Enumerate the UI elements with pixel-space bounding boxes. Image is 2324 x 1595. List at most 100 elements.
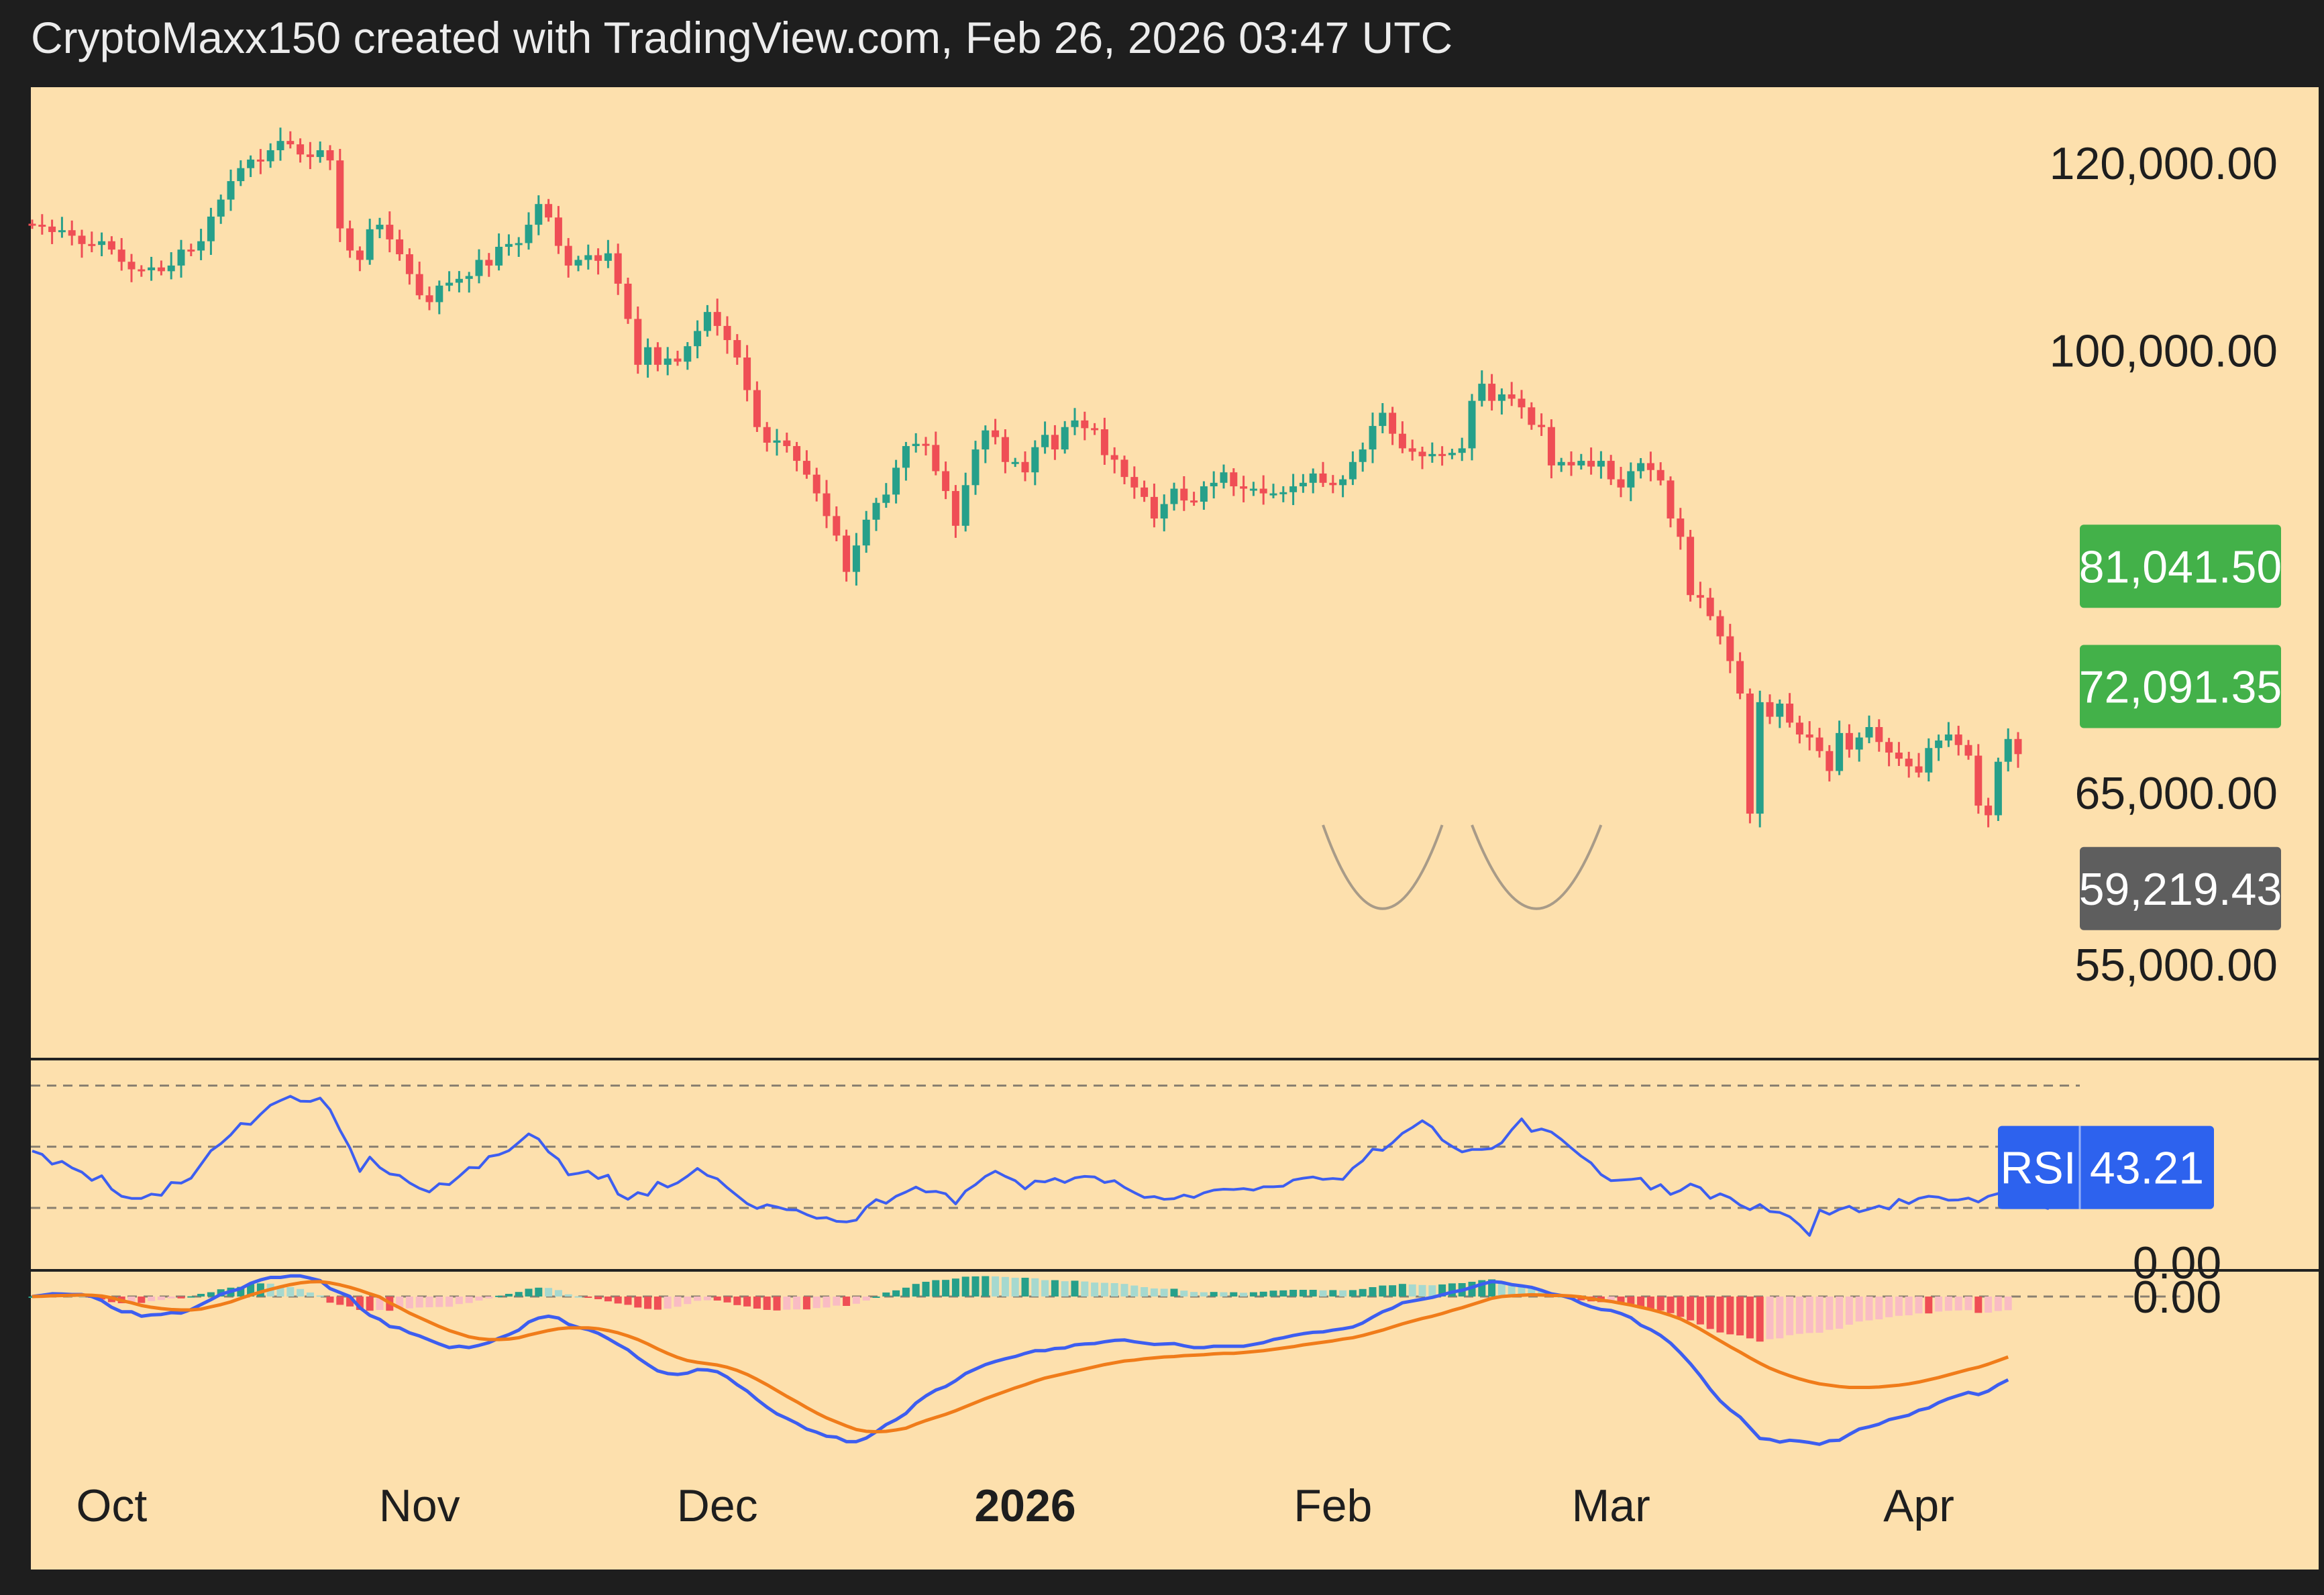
macd-histogram-bar <box>1299 1290 1307 1297</box>
candle-body <box>793 446 801 461</box>
macd-histogram-bar <box>138 1297 146 1303</box>
macd-histogram-bar <box>445 1297 454 1307</box>
pattern-arc <box>1471 824 1603 910</box>
candle-body <box>1726 636 1734 661</box>
candle-body <box>68 230 76 236</box>
candle-body <box>1696 595 1704 598</box>
macd-histogram-bar <box>127 1297 136 1302</box>
macd-histogram-bar <box>1637 1297 1645 1307</box>
candle-body <box>78 235 86 244</box>
candle-body <box>1011 461 1019 464</box>
candle-body <box>684 346 692 362</box>
candle-body <box>1687 537 1695 596</box>
macd-histogram-bar <box>1071 1280 1079 1297</box>
macd-histogram-bar <box>982 1276 990 1297</box>
macd-pane[interactable]: 0.00 <box>28 1272 2222 1446</box>
candle-body <box>1001 437 1009 462</box>
macd-histogram-bar <box>1756 1297 1764 1342</box>
macd-histogram-bar <box>783 1297 791 1310</box>
price-axis[interactable]: 120,000.00 100,000.00 65,000.00 55,000.00 81… <box>2050 138 2282 991</box>
macd-histogram-bar <box>1081 1281 1089 1297</box>
macd-histogram-bar <box>902 1287 910 1297</box>
candle-body <box>574 260 582 266</box>
candle-body <box>1269 493 1277 496</box>
candle-body <box>1398 433 1406 449</box>
macd-histogram-bar <box>1259 1291 1267 1297</box>
macd-histogram-bar <box>1726 1297 1734 1335</box>
macd-histogram-bar <box>1150 1288 1158 1297</box>
macd-histogram-bar <box>1925 1297 1933 1314</box>
candle-body <box>425 295 433 302</box>
macd-histogram-bar <box>1279 1290 1287 1297</box>
macd-histogram-bar <box>773 1297 781 1311</box>
macd-histogram-bar <box>1865 1297 1873 1321</box>
candle-body <box>1677 518 1685 537</box>
price-pane[interactable] <box>28 127 2022 828</box>
macd-histogram-bar <box>306 1292 314 1297</box>
macd-histogram-bar <box>1051 1280 1059 1297</box>
macd-histogram-bar <box>753 1297 761 1309</box>
macd-histogram-bar <box>1418 1284 1426 1297</box>
candle-body <box>157 267 165 272</box>
macd-histogram-bar <box>1776 1297 1784 1339</box>
candle-body <box>545 204 553 218</box>
macd-histogram-bar <box>932 1280 940 1297</box>
macd-line <box>32 1274 2009 1446</box>
candle-body <box>1508 394 1516 399</box>
macd-histogram-bar <box>1508 1284 1516 1297</box>
rsi-pane[interactable]: RSI 43.21 0.00 <box>31 1084 2221 1288</box>
candle-body <box>455 278 463 283</box>
candle-body <box>882 494 890 503</box>
macd-histogram-bar <box>475 1297 483 1301</box>
candle-body <box>386 225 394 239</box>
candle-body <box>1230 472 1238 487</box>
candle-body <box>227 181 235 200</box>
candle-body <box>1597 461 1605 467</box>
candle-body <box>1497 394 1506 401</box>
candle-body <box>435 285 443 302</box>
macd-histogram-bar <box>1061 1281 1069 1297</box>
candle-body <box>753 390 761 427</box>
candle-body <box>812 474 821 494</box>
candle-body <box>1110 455 1118 460</box>
macd-histogram-bar <box>1230 1292 1238 1297</box>
macd-histogram-bar <box>515 1292 523 1297</box>
candle-body <box>1319 473 1327 483</box>
rsi-badge-value: 43.21 <box>2090 1143 2204 1194</box>
candle-body <box>346 228 354 251</box>
macd-histogram-bar <box>187 1296 195 1298</box>
macd-histogram-bar <box>664 1297 672 1309</box>
macd-histogram-bar <box>1826 1297 1834 1330</box>
candle-body <box>177 250 185 266</box>
macd-histogram-bar <box>157 1297 165 1301</box>
macd-histogram-bar <box>992 1276 1000 1297</box>
macd-histogram-bar <box>505 1294 513 1297</box>
candle-body <box>1418 451 1426 457</box>
macd-histogram-bar <box>872 1297 880 1298</box>
macd-histogram-bar <box>892 1290 900 1297</box>
macd-histogram-bar <box>425 1297 433 1307</box>
macd-histogram-bar <box>961 1276 969 1297</box>
macd-histogram-bar <box>326 1297 334 1303</box>
macd-histogram-bar <box>862 1297 870 1301</box>
candle-body <box>1240 486 1248 489</box>
time-axis[interactable]: Oct Nov Dec 2026 Feb Mar Apr <box>76 1480 1954 1531</box>
candle-body <box>1180 488 1188 501</box>
candle-body <box>1081 420 1089 429</box>
macd-histogram-bar <box>485 1297 493 1299</box>
macd-histogram-bar <box>1716 1297 1724 1333</box>
candle-body <box>1716 616 1724 637</box>
time-tick-label: Dec <box>677 1480 758 1531</box>
macd-zero-label: 0.00 <box>2133 1272 2221 1323</box>
macd-histogram-bar <box>167 1297 175 1299</box>
rsi-line <box>32 1095 2078 1237</box>
macd-histogram-bar <box>1607 1297 1615 1302</box>
macd-histogram-bar <box>1141 1287 1149 1297</box>
candle-body <box>1826 751 1834 771</box>
macd-histogram-bar <box>1190 1292 1198 1297</box>
macd-histogram-bar <box>713 1297 721 1301</box>
candle-body <box>1091 428 1099 431</box>
candle-body <box>1488 384 1496 401</box>
candle-body <box>1220 472 1228 483</box>
